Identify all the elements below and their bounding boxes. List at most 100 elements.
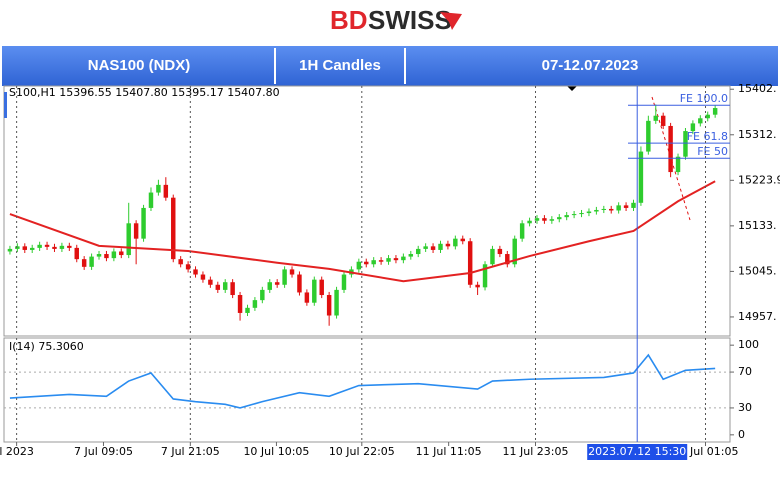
candle-body bbox=[133, 223, 139, 239]
fe-label: FE 50 bbox=[697, 145, 728, 158]
x-tick-label: l 2023 bbox=[0, 445, 34, 458]
candle-body bbox=[371, 260, 376, 265]
candle-body bbox=[712, 108, 718, 115]
candle-body bbox=[171, 197, 176, 260]
candle-body bbox=[675, 156, 681, 173]
x-tick-label: 11 Jul 11:05 bbox=[416, 445, 482, 458]
candle-body bbox=[52, 246, 57, 249]
candle-body bbox=[453, 238, 458, 247]
scroll-marker bbox=[567, 86, 577, 91]
candle-body bbox=[415, 248, 421, 255]
y-tick-label: 15223.9 bbox=[738, 173, 780, 186]
x-tick-label: 10 Jul 10:05 bbox=[243, 445, 309, 458]
candle-body bbox=[445, 243, 451, 247]
candle-body bbox=[497, 248, 503, 255]
candle-body bbox=[208, 279, 213, 285]
candle-body bbox=[230, 282, 235, 296]
candle-body bbox=[490, 248, 495, 265]
candle-body bbox=[237, 295, 243, 313]
candle-body bbox=[104, 254, 109, 259]
candle-body bbox=[274, 282, 280, 285]
y-tick-label: 15402. bbox=[738, 82, 777, 95]
candle-body bbox=[341, 274, 347, 290]
candle-body bbox=[15, 246, 20, 249]
candle-body bbox=[668, 125, 673, 173]
candle-body bbox=[67, 245, 72, 248]
x-tick-label: 7 Jul 21:05 bbox=[161, 445, 220, 458]
candle-body bbox=[59, 245, 65, 249]
candle-body bbox=[260, 289, 265, 301]
candle-body bbox=[660, 115, 666, 126]
y-tick-label: 15045. bbox=[738, 264, 777, 277]
candle-body bbox=[245, 307, 250, 313]
candle-body bbox=[193, 269, 198, 275]
candle-body bbox=[519, 223, 525, 239]
candle-body bbox=[289, 269, 295, 275]
candle-body bbox=[460, 238, 465, 242]
candle-body bbox=[222, 282, 228, 290]
candle-body bbox=[44, 244, 50, 247]
candle-body bbox=[364, 261, 369, 265]
rsi-title: I(14) 75.3060 bbox=[9, 340, 84, 353]
candle-body bbox=[386, 258, 391, 262]
candle-body bbox=[571, 214, 577, 216]
candle-body bbox=[81, 259, 87, 267]
candle-body bbox=[616, 205, 621, 211]
cursor-marker bbox=[4, 92, 7, 118]
candle-body bbox=[683, 131, 688, 157]
candle-body bbox=[690, 123, 696, 132]
candle-body bbox=[282, 269, 287, 285]
y-tick-label: 14957. bbox=[738, 310, 777, 323]
candle-body bbox=[141, 207, 146, 239]
date-range: 07-12.07.2023 bbox=[542, 57, 639, 74]
header-bar bbox=[2, 46, 778, 86]
candle-body bbox=[200, 274, 206, 280]
candle-body bbox=[267, 282, 272, 290]
candle-body bbox=[542, 218, 547, 221]
brand-logo bbox=[440, 12, 462, 30]
candle-body bbox=[512, 238, 517, 265]
candle-body bbox=[22, 246, 28, 250]
candle-body bbox=[609, 208, 614, 211]
candle-body bbox=[594, 209, 599, 212]
y-tick-label: 100 bbox=[738, 338, 759, 351]
symbol: NAS100 (NDX) bbox=[88, 57, 191, 74]
candle-body bbox=[638, 151, 644, 203]
candle-body bbox=[631, 202, 636, 208]
x-tick-label: 13 Jul 01:05 bbox=[673, 445, 739, 458]
candle-body bbox=[215, 284, 221, 290]
brand-suffix: SWISS bbox=[368, 5, 452, 35]
candle-body bbox=[430, 246, 436, 250]
candle-body bbox=[319, 279, 324, 296]
candle-body bbox=[163, 184, 169, 198]
candle-body bbox=[7, 248, 13, 252]
candle-body bbox=[356, 261, 362, 270]
candle-body bbox=[557, 217, 562, 220]
candle-body bbox=[326, 295, 332, 316]
timeframe: 1H Candles bbox=[299, 57, 381, 74]
candle-body bbox=[482, 264, 488, 288]
candle-body bbox=[119, 251, 124, 256]
candle-body bbox=[126, 223, 131, 256]
y-tick-label: 0 bbox=[738, 428, 745, 441]
candle-body bbox=[304, 292, 310, 303]
crosshair-label-box bbox=[587, 444, 688, 460]
candle-body bbox=[96, 254, 102, 257]
price-panel bbox=[3, 85, 731, 337]
crosshair-label: 2023.07.12 15:30 bbox=[588, 445, 686, 458]
brand-prefix: BD bbox=[330, 5, 368, 35]
candle-body bbox=[705, 114, 710, 119]
candle-body bbox=[653, 115, 658, 121]
candle-body bbox=[297, 274, 302, 293]
candle-body bbox=[586, 211, 592, 214]
candle-body bbox=[252, 300, 258, 308]
candle-body bbox=[527, 220, 532, 224]
candle-body bbox=[148, 192, 154, 208]
candle-body bbox=[74, 247, 79, 260]
candle-body bbox=[401, 256, 406, 261]
rsi-panel bbox=[3, 337, 731, 443]
candle-body bbox=[185, 264, 191, 270]
y-tick-label: 30 bbox=[738, 401, 752, 414]
candle-body bbox=[29, 247, 35, 250]
